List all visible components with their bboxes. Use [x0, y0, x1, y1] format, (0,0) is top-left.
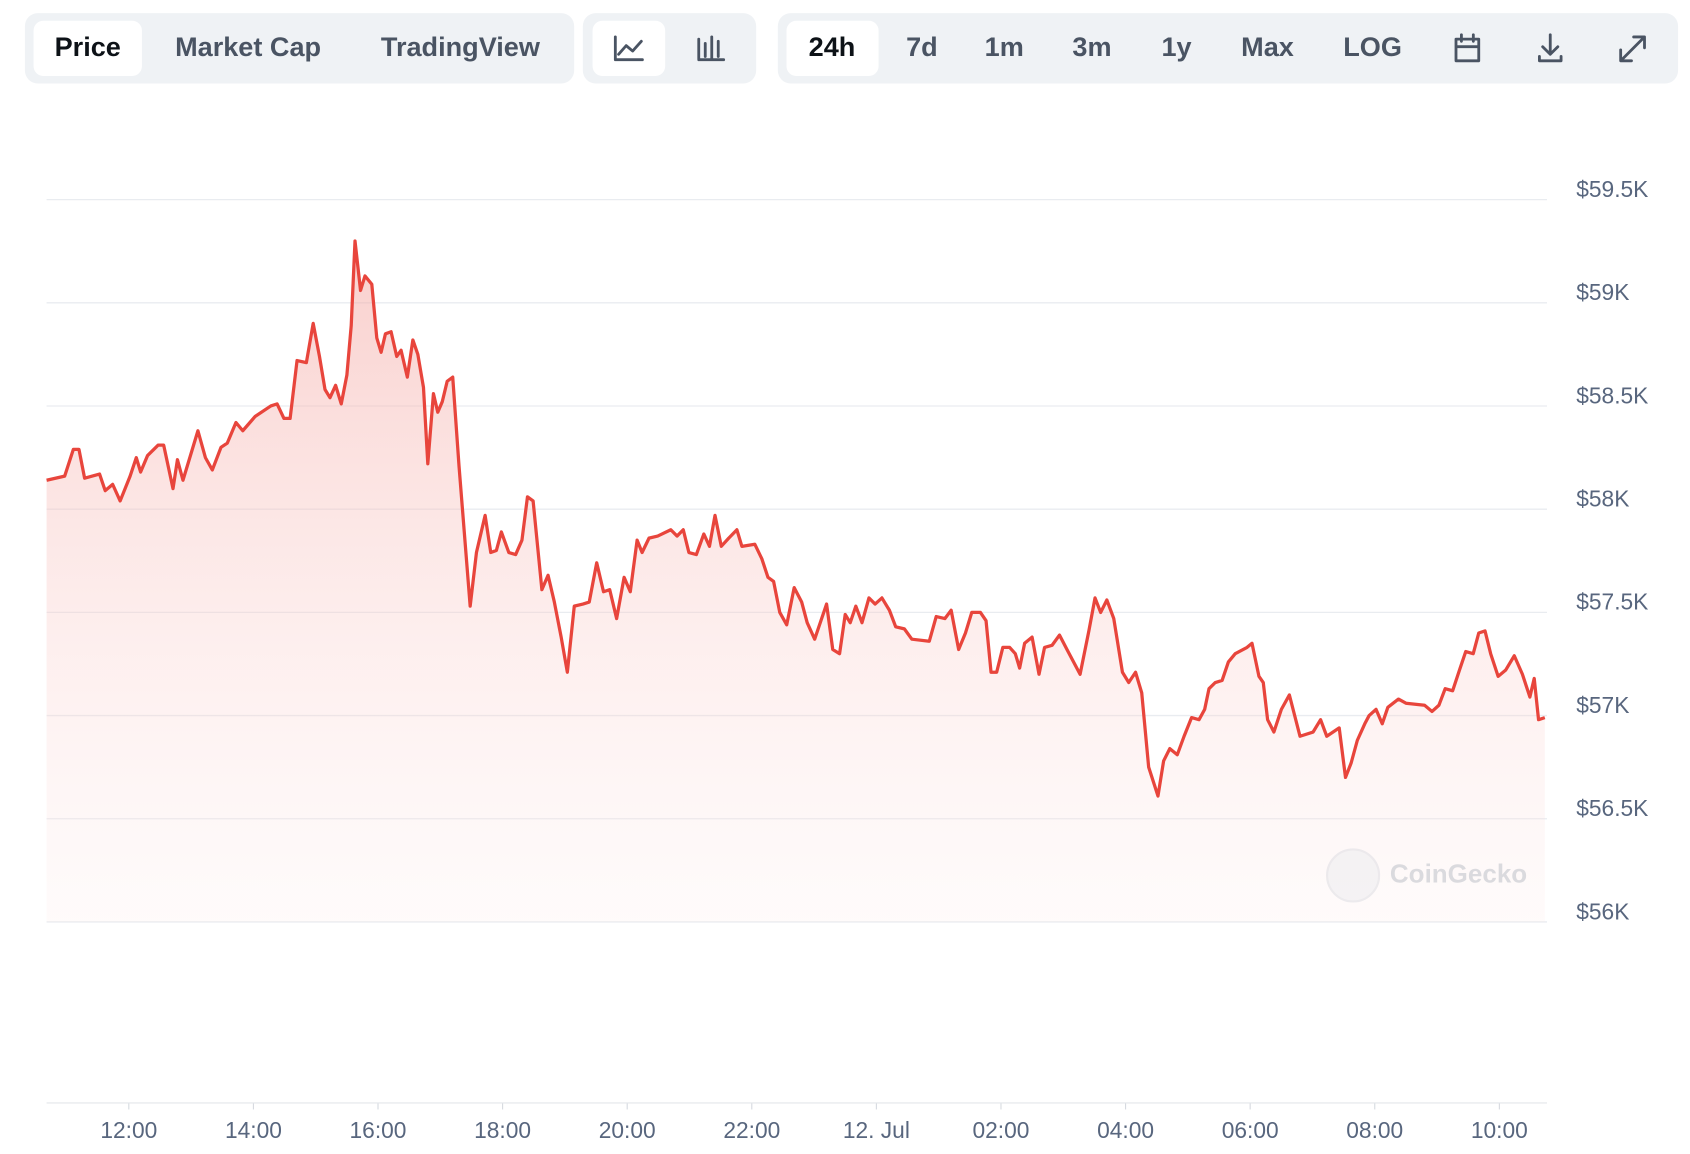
range-button[interactable]: 7d — [906, 31, 938, 62]
range-button[interactable]: Max — [1241, 31, 1294, 62]
x-tick-label: 04:00 — [1097, 1117, 1154, 1143]
x-tick-label: 08:00 — [1346, 1117, 1403, 1143]
y-tick-label: $59K — [1576, 279, 1629, 305]
watermark-text: CoinGecko — [1390, 858, 1527, 888]
x-tick-label: 06:00 — [1222, 1117, 1279, 1143]
x-tick-label: 16:00 — [350, 1117, 407, 1143]
price-line — [46, 239, 1546, 798]
range-button[interactable]: 3m — [1072, 31, 1111, 62]
x-tick-label: 18:00 — [474, 1117, 531, 1143]
log-button[interactable]: LOG — [1343, 31, 1402, 62]
x-tick-label: 10:00 — [1471, 1117, 1528, 1143]
watermark: CoinGecko — [1326, 848, 1527, 903]
x-tick-label: 20:00 — [599, 1117, 656, 1143]
y-tick-label: $57K — [1576, 692, 1629, 718]
x-tick-label: 02:00 — [973, 1117, 1030, 1143]
x-tick-label: 14:00 — [225, 1117, 282, 1143]
candle-chart-button[interactable] — [697, 35, 726, 62]
active-range — [786, 20, 879, 76]
y-tick-label: $58.5K — [1576, 382, 1648, 408]
range-button[interactable]: 24h — [809, 31, 856, 62]
x-tick-label: 12. Jul — [843, 1117, 910, 1143]
download-button[interactable] — [1538, 33, 1563, 63]
plot-area: $56K $56.5K $57K $57.5K $58K $58.5K $59K $59.5K… — [46, 176, 1648, 1143]
tab[interactable]: Market Cap — [175, 31, 321, 62]
line-chart-button[interactable] — [613, 35, 644, 62]
y-tick-label: $57.5K — [1576, 589, 1648, 615]
range-button[interactable]: 1y — [1161, 31, 1191, 62]
tab[interactable]: Price — [55, 31, 121, 62]
y-tick-label: $56K — [1576, 898, 1629, 924]
x-tick-label: 12:00 — [100, 1117, 157, 1143]
tab[interactable]: TradingView — [381, 31, 541, 62]
toolbar: Price Market Cap TradingView 24h 7d 1m 3… — [24, 13, 1679, 84]
y-tick-label: $59.5K — [1576, 176, 1648, 202]
range-group — [777, 13, 1679, 84]
calendar-button[interactable] — [1454, 33, 1481, 63]
y-tick-label: $56.5K — [1576, 795, 1648, 821]
area-fill — [46, 240, 1545, 922]
watermark-logo — [1326, 848, 1381, 903]
range-button[interactable]: 1m — [985, 31, 1024, 62]
y-tick-label: $58K — [1576, 486, 1629, 512]
fullscreen-button[interactable] — [1619, 35, 1646, 63]
x-tick-label: 22:00 — [723, 1117, 780, 1143]
active-tab — [33, 20, 142, 76]
tab-group — [24, 13, 575, 84]
